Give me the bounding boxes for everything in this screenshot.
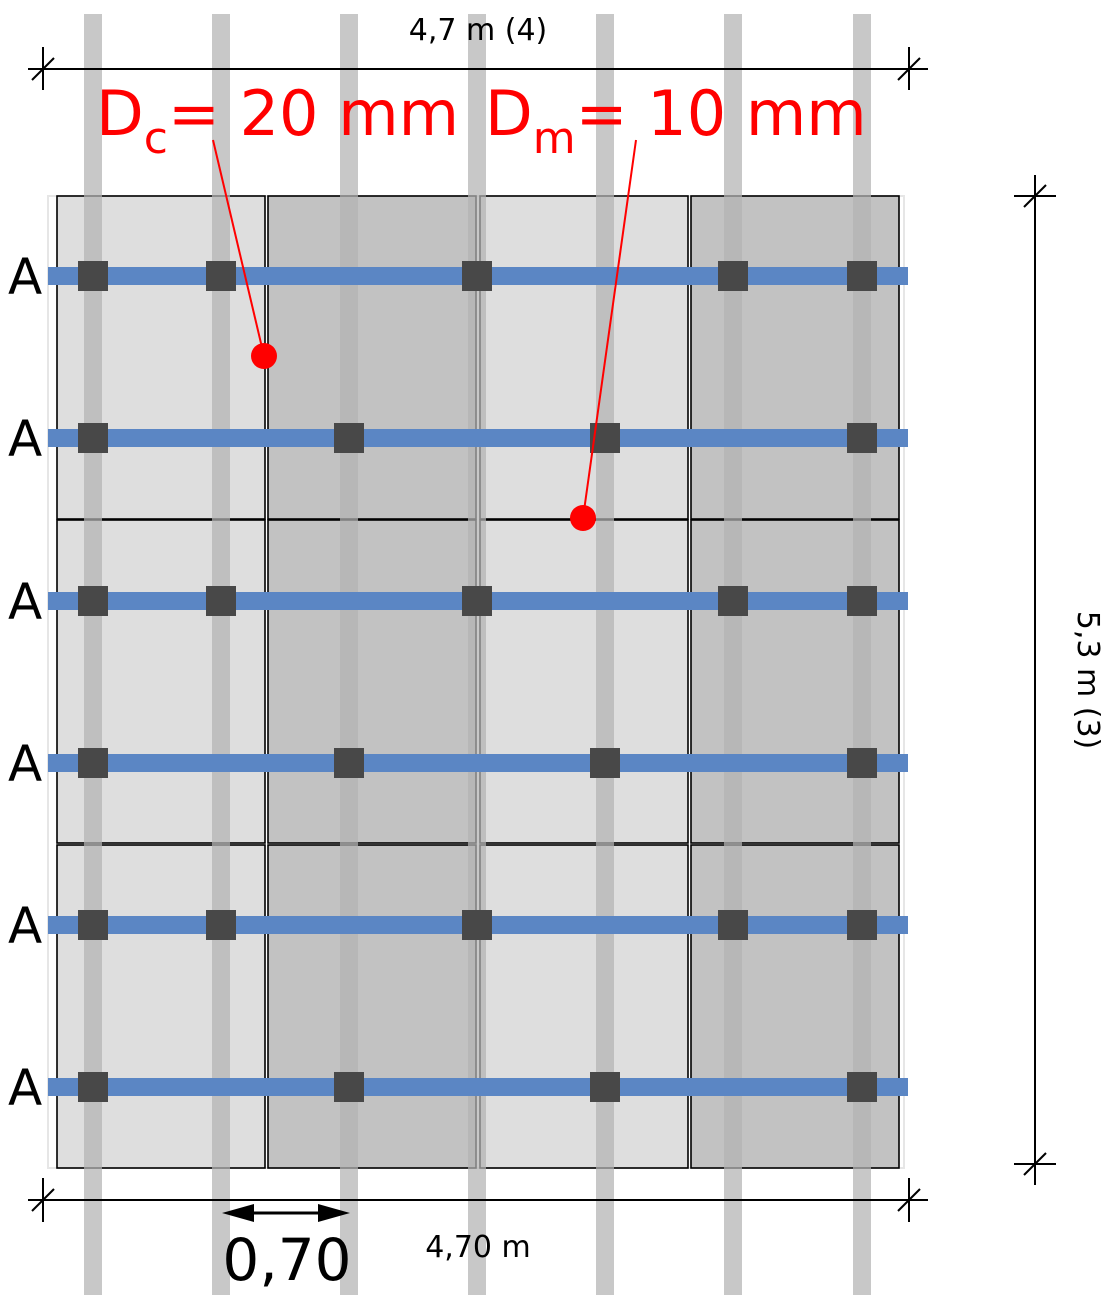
top-dimension-label: 4,7 m (4) (409, 13, 548, 48)
anchor-square (78, 586, 108, 616)
anchor-square (847, 261, 877, 291)
pole (84, 14, 102, 1295)
pole (596, 14, 614, 1295)
panel (267, 844, 477, 1169)
right-dimension-label: 5,3 m (3) (1070, 611, 1102, 750)
anchor-square (462, 910, 492, 940)
row-label: A (8, 735, 42, 793)
anchor-square (78, 261, 108, 291)
pole (724, 14, 742, 1295)
pole (340, 14, 358, 1295)
anchor-square (334, 748, 364, 778)
row-label: A (8, 410, 42, 468)
bottom-dimension-label: 4,70 m (425, 1230, 531, 1265)
spacing-dimension: 0,70 (222, 1204, 352, 1294)
row-label: A (8, 897, 42, 955)
row-label: A (8, 248, 42, 306)
panel (267, 195, 477, 520)
dc-label: Dc= 20 mm (96, 77, 459, 164)
anchor-square (718, 910, 748, 940)
anchor-square (590, 748, 620, 778)
dm-marker-dot (570, 505, 596, 531)
dc-annotation: Dc= 20 mm (96, 77, 459, 369)
anchor-square (78, 423, 108, 453)
anchor-square (847, 1072, 877, 1102)
anchor-square (206, 261, 236, 291)
panel (479, 844, 689, 1169)
right-dimension: 5,3 m (3) (1014, 175, 1102, 1185)
anchor-square (78, 748, 108, 778)
anchor-square (78, 1072, 108, 1102)
rail (48, 754, 908, 772)
row-labels: A A A A A A (8, 248, 42, 1117)
arrow-left-icon (222, 1204, 254, 1222)
anchor-square (206, 586, 236, 616)
spacing-label: 0,70 (222, 1226, 351, 1294)
anchor-points (78, 261, 877, 1102)
dc-marker-dot (251, 343, 277, 369)
anchor-square (334, 423, 364, 453)
rail (48, 1078, 908, 1096)
pole (853, 14, 871, 1295)
rail (48, 429, 908, 447)
top-dimension: 4,7 m (4) (28, 13, 928, 90)
vertical-poles (84, 14, 871, 1295)
anchor-square (847, 423, 877, 453)
anchor-square (78, 910, 108, 940)
dm-annotation: Dm= 10 mm (485, 77, 867, 531)
arrow-right-icon (318, 1204, 350, 1222)
anchor-square (590, 1072, 620, 1102)
panel (479, 519, 689, 844)
pole (468, 14, 486, 1295)
bottom-dimension: 4,70 m (28, 1178, 928, 1265)
panel (267, 519, 477, 844)
pole (212, 14, 230, 1295)
anchor-square (334, 1072, 364, 1102)
anchor-square (847, 910, 877, 940)
panel (479, 195, 689, 520)
anchor-square (847, 748, 877, 778)
anchor-square (462, 586, 492, 616)
row-label: A (8, 1059, 42, 1117)
row-label: A (8, 573, 42, 631)
anchor-square (847, 586, 877, 616)
anchor-square (206, 910, 236, 940)
anchor-square (462, 261, 492, 291)
anchor-square (718, 586, 748, 616)
dm-label: Dm= 10 mm (485, 77, 867, 164)
anchor-square (718, 261, 748, 291)
